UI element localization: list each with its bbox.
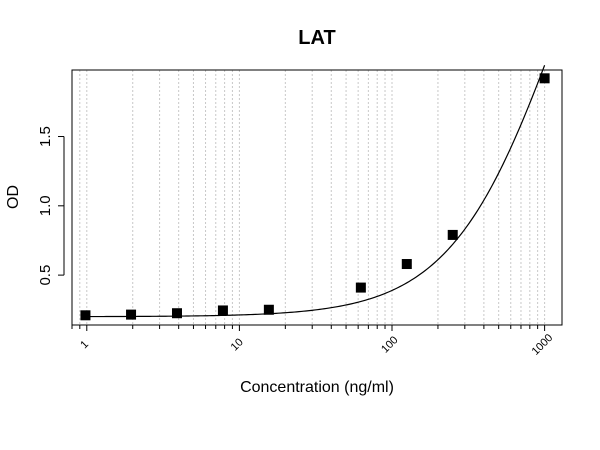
x-axis: 1 10 100 1000 [71,325,556,358]
data-point [539,73,550,84]
x-axis-label: Concentration (ng/ml) [240,379,394,396]
data-points-layer [80,73,550,321]
y-tick-label: 0.5 [37,265,54,286]
y-tick-label: 1.0 [37,195,54,216]
x-tick-label: 1 [78,338,91,351]
fit-curve-layer [85,65,546,318]
data-point [447,229,458,240]
data-point [171,308,182,319]
y-tick-label: 1.5 [37,126,54,147]
chart-title: LAT [298,27,335,49]
data-point [126,309,137,320]
y-axis: 0.5 1.0 1.5 [37,126,65,286]
data-point [80,310,91,321]
x-tick-label: 10 [229,336,246,353]
y-axis-label: OD [5,185,22,209]
fit-curve [85,65,546,318]
plot-area-frame [71,69,563,326]
grid-layer [71,70,546,325]
data-point [355,282,366,293]
data-point [217,305,228,316]
data-point [263,304,274,315]
x-tick-label: 1000 [530,332,556,358]
data-point [401,259,412,270]
x-tick-label: 100 [379,334,400,355]
